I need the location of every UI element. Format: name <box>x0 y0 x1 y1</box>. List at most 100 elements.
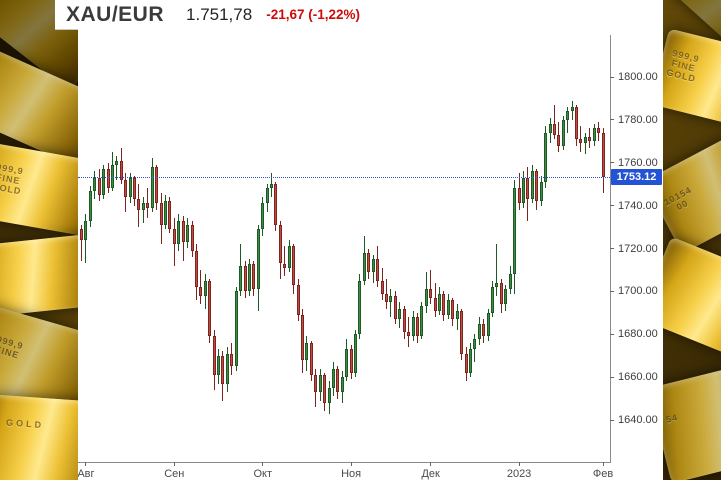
symbol-name: XAU/EUR <box>66 2 165 26</box>
y-axis-label: 1720.00 <box>610 242 658 256</box>
candle-body <box>345 349 349 378</box>
candle-body <box>190 224 194 251</box>
y-axis-label: 1800.00 <box>610 70 658 84</box>
candle-body <box>597 128 601 133</box>
candle-body <box>84 220 88 240</box>
candle-body <box>309 342 313 375</box>
candle-body <box>526 177 530 200</box>
candle-body <box>110 164 114 189</box>
candle-body <box>230 353 234 367</box>
candle-body <box>588 137 592 142</box>
candle-body <box>252 263 256 290</box>
candle-body <box>367 252 371 273</box>
candle-body <box>362 252 366 281</box>
x-axis-label: Ноя <box>341 468 362 480</box>
candle-body <box>119 160 123 180</box>
price-axis-labels: 1820.00 1800.00 1780.00 1760.00 1740.00 1720.… <box>610 37 663 480</box>
candle-body <box>177 220 181 245</box>
candle-body <box>477 323 481 339</box>
candle-wick <box>567 107 569 133</box>
candle-body <box>314 374 318 393</box>
candle-body <box>535 171 539 202</box>
candle-body <box>455 310 459 320</box>
candle-body <box>225 353 229 384</box>
candle-body <box>570 107 574 112</box>
candle-body <box>358 280 362 335</box>
y-axis-label: 1740.00 <box>610 199 658 213</box>
candle-body <box>261 203 265 230</box>
time-axis-line <box>78 462 611 463</box>
candle-body <box>517 188 521 204</box>
candle-body <box>137 199 141 210</box>
candle-body <box>97 177 101 195</box>
candle-body <box>415 317 419 337</box>
candle-body <box>163 201 167 225</box>
candle-body <box>128 177 132 198</box>
candle-body <box>544 132 548 183</box>
bar-marking: 54 <box>664 412 680 425</box>
x-axis-label: Фев <box>592 468 614 480</box>
candle-body <box>239 265 243 292</box>
candle-body <box>438 293 442 311</box>
candle-body <box>274 184 278 225</box>
x-axis-label: 2023 <box>506 468 532 480</box>
x-axis-tick <box>430 462 432 466</box>
candle-body <box>155 167 159 204</box>
candle-body <box>513 188 517 275</box>
candle-body <box>102 169 106 195</box>
candle-body <box>482 323 486 337</box>
candle-body <box>150 167 154 208</box>
candle-body <box>495 282 499 288</box>
x-axis-tick <box>602 462 604 466</box>
y-axis-label: 1700.00 <box>610 284 658 298</box>
candle-body <box>393 295 397 320</box>
candle-wick <box>116 156 118 180</box>
candle-wick <box>430 269 432 305</box>
candle-body <box>305 342 309 360</box>
candle-body <box>234 291 238 367</box>
candle-body <box>318 374 322 393</box>
candle-body <box>504 289 508 305</box>
bar-marking: GOLD <box>5 417 45 431</box>
x-axis-label: Сен <box>164 468 185 480</box>
candle-body <box>468 349 472 373</box>
candle-body <box>221 355 225 384</box>
candle-body <box>371 259 375 273</box>
candle-wick <box>584 132 586 155</box>
x-axis-tick <box>350 462 352 466</box>
candle-body <box>327 387 331 403</box>
candle-body <box>186 224 190 243</box>
candle-body <box>296 284 300 315</box>
x-axis-tick <box>518 462 520 466</box>
candle-body <box>243 265 247 292</box>
candle-body <box>115 160 119 165</box>
candle-body <box>336 368 340 393</box>
candle-body <box>486 312 490 337</box>
candle-body <box>548 124 552 133</box>
candle-body <box>287 246 291 268</box>
candle-wick <box>496 244 498 296</box>
candle-wick <box>142 197 144 223</box>
candle-body <box>583 137 587 144</box>
candle-wick <box>284 246 286 277</box>
candle-body <box>212 336 216 375</box>
candle-body <box>247 263 251 292</box>
candle-body <box>159 203 163 225</box>
y-axis-label: 1640.00 <box>610 413 658 427</box>
candle-body <box>194 250 198 288</box>
x-axis-label: Окт <box>253 468 272 480</box>
y-axis-label: 1680.00 <box>610 327 658 341</box>
y-axis-label: 1660.00 <box>610 370 658 384</box>
candle-body <box>93 177 97 191</box>
candle-body <box>323 374 327 403</box>
candle-body <box>106 169 110 189</box>
candlestick-plot-area[interactable] <box>78 29 610 462</box>
price-change: -21,67 (-1,22%) <box>266 7 360 22</box>
candle-body <box>141 203 145 210</box>
quote-header: XAU/EUR 1.751,78 -21,67 (-1,22%) <box>55 0 663 30</box>
candle-body <box>380 280 384 294</box>
candle-body <box>278 224 282 264</box>
candle-body <box>407 332 411 337</box>
candle-body <box>411 317 415 337</box>
candle-body <box>199 287 203 296</box>
